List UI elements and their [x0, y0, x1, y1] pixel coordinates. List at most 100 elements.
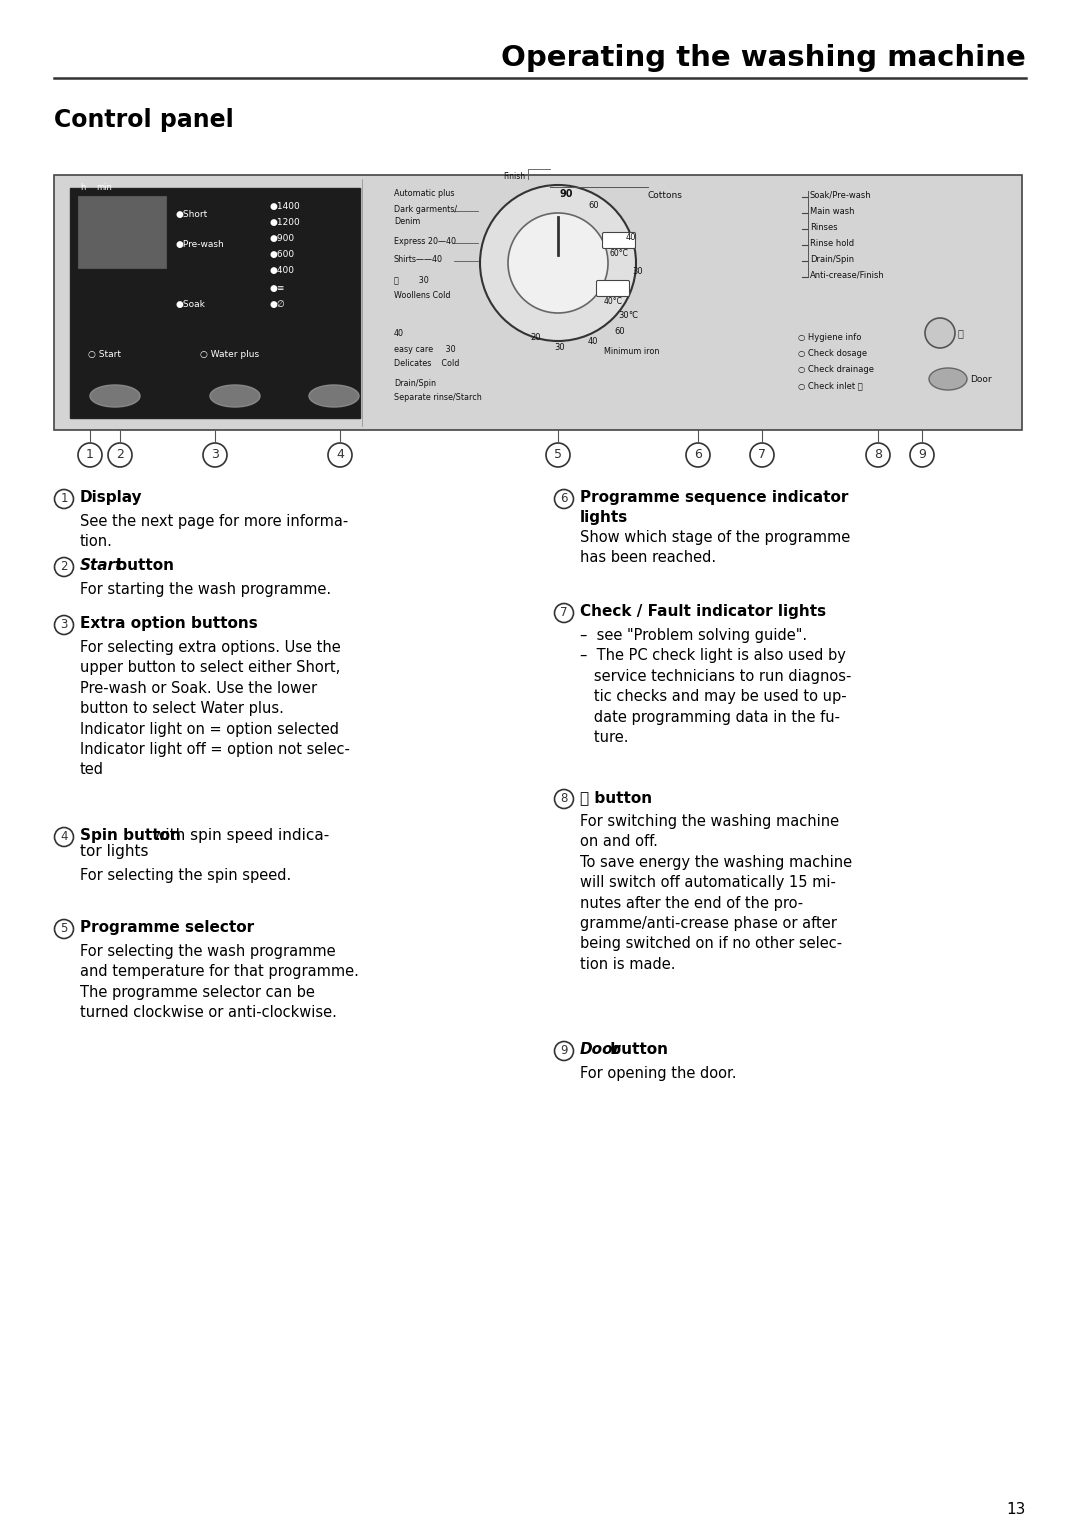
Ellipse shape: [929, 368, 967, 391]
Text: tor lights: tor lights: [80, 844, 149, 859]
Text: 20: 20: [530, 332, 540, 342]
Text: Dark garments/: Dark garments/: [394, 205, 457, 214]
Text: ●400: ●400: [270, 267, 295, 276]
Circle shape: [508, 213, 608, 313]
Text: Anti-crease/Finish: Anti-crease/Finish: [810, 271, 885, 280]
Text: ●Short: ●Short: [175, 210, 207, 219]
Text: Minimum iron: Minimum iron: [604, 348, 660, 355]
Text: °C: °C: [627, 311, 638, 320]
Text: ●Soak: ●Soak: [175, 300, 205, 309]
Text: Check / Fault indicator lights: Check / Fault indicator lights: [580, 604, 826, 619]
Text: For selecting the wash programme
and temperature for that programme.
The program: For selecting the wash programme and tem…: [80, 944, 359, 1020]
Text: 8: 8: [561, 792, 568, 806]
Text: 6: 6: [561, 492, 568, 506]
Text: –  see "Problem solving guide".
–  The PC check light is also used by
   service: – see "Problem solving guide". – The PC …: [580, 628, 851, 745]
Text: 30: 30: [618, 311, 629, 320]
Ellipse shape: [309, 385, 359, 408]
Text: ○ Check inlet ⓟ: ○ Check inlet ⓟ: [798, 381, 863, 391]
Text: 3: 3: [211, 449, 219, 461]
Text: 90: 90: [561, 188, 573, 199]
Text: 60°C: 60°C: [609, 248, 629, 257]
Circle shape: [54, 616, 73, 634]
Text: ●900: ●900: [270, 234, 295, 244]
Circle shape: [554, 789, 573, 809]
Circle shape: [750, 443, 774, 467]
Text: For selecting the spin speed.: For selecting the spin speed.: [80, 869, 292, 882]
FancyBboxPatch shape: [603, 233, 635, 248]
Text: Operating the washing machine: Operating the washing machine: [501, 44, 1026, 72]
Text: ○ Check drainage: ○ Check drainage: [798, 365, 874, 374]
Text: 1: 1: [60, 492, 68, 506]
Text: For starting the wash programme.: For starting the wash programme.: [80, 582, 332, 597]
Text: For switching the washing machine
on and off.
To save energy the washing machine: For switching the washing machine on and…: [580, 813, 852, 971]
Text: Control panel: Control panel: [54, 107, 233, 132]
Text: 7: 7: [561, 607, 568, 619]
Text: 4: 4: [60, 830, 68, 844]
Circle shape: [480, 185, 636, 342]
Text: 3: 3: [60, 619, 68, 631]
Text: 40: 40: [588, 337, 598, 346]
Circle shape: [924, 319, 955, 348]
Text: Finish: Finish: [503, 172, 525, 181]
Text: ○ Check dosage: ○ Check dosage: [798, 349, 867, 358]
Text: with spin speed indica-: with spin speed indica-: [148, 827, 329, 843]
Text: ●≡: ●≡: [270, 283, 285, 293]
Text: ○ Start: ○ Start: [87, 349, 121, 358]
Text: Shirts——40: Shirts——40: [394, 254, 443, 264]
Text: button: button: [111, 558, 174, 573]
FancyBboxPatch shape: [596, 280, 630, 297]
Text: ○ Hygiene info: ○ Hygiene info: [798, 332, 862, 342]
Text: Cottons: Cottons: [648, 192, 683, 201]
Text: 5: 5: [60, 922, 68, 936]
Circle shape: [866, 443, 890, 467]
FancyBboxPatch shape: [78, 196, 166, 268]
Text: Door: Door: [970, 374, 991, 383]
Circle shape: [203, 443, 227, 467]
Text: Express 20—40: Express 20—40: [394, 237, 456, 247]
Circle shape: [54, 919, 73, 939]
Text: 7: 7: [758, 449, 766, 461]
Text: Rinses: Rinses: [810, 224, 838, 231]
Text: 4: 4: [336, 449, 343, 461]
Ellipse shape: [90, 385, 140, 408]
Text: 13: 13: [1007, 1501, 1026, 1517]
Text: Spin button: Spin button: [80, 827, 180, 843]
Text: Show which stage of the programme
has been reached.: Show which stage of the programme has be…: [580, 530, 850, 565]
Text: Drain/Spin: Drain/Spin: [394, 378, 436, 388]
Text: Extra option buttons: Extra option buttons: [80, 616, 258, 631]
Text: ●1400: ●1400: [270, 202, 300, 211]
Text: Start: Start: [80, 558, 123, 573]
Text: 40: 40: [626, 233, 636, 242]
Circle shape: [554, 604, 573, 622]
Text: 8: 8: [874, 449, 882, 461]
Text: Programme selector: Programme selector: [80, 921, 254, 935]
Text: ○ Water plus: ○ Water plus: [200, 349, 259, 358]
Text: See the next page for more informa-
tion.: See the next page for more informa- tion…: [80, 515, 348, 550]
Text: ⍨        30: ⍨ 30: [394, 276, 429, 283]
Text: ●Pre-wash: ●Pre-wash: [175, 241, 224, 250]
Text: Main wash: Main wash: [810, 207, 854, 216]
FancyBboxPatch shape: [70, 188, 360, 418]
Text: ●1200: ●1200: [270, 218, 300, 227]
Text: Woollens Cold: Woollens Cold: [394, 291, 450, 300]
Text: 40°C: 40°C: [604, 297, 622, 305]
Text: Programme sequence indicator
lights: Programme sequence indicator lights: [580, 490, 849, 525]
Text: Drain/Spin: Drain/Spin: [810, 254, 854, 264]
Text: 1: 1: [86, 449, 94, 461]
Circle shape: [686, 443, 710, 467]
Text: Rinse hold: Rinse hold: [810, 239, 854, 248]
Text: Delicates    Cold: Delicates Cold: [394, 358, 459, 368]
Circle shape: [54, 490, 73, 509]
Text: ●600: ●600: [270, 250, 295, 259]
Text: 40: 40: [394, 329, 404, 339]
Text: For selecting extra options. Use the
upper button to select either Short,
Pre-wa: For selecting extra options. Use the upp…: [80, 640, 350, 777]
Text: Ⓘ: Ⓘ: [958, 328, 963, 339]
Text: 6: 6: [694, 449, 702, 461]
Circle shape: [910, 443, 934, 467]
Text: Soak/Pre-wash: Soak/Pre-wash: [810, 192, 872, 201]
Circle shape: [108, 443, 132, 467]
Text: button: button: [605, 1042, 667, 1057]
Text: Separate rinse/Starch: Separate rinse/Starch: [394, 394, 482, 401]
Text: min: min: [96, 182, 112, 192]
Text: Automatic plus: Automatic plus: [394, 188, 455, 198]
